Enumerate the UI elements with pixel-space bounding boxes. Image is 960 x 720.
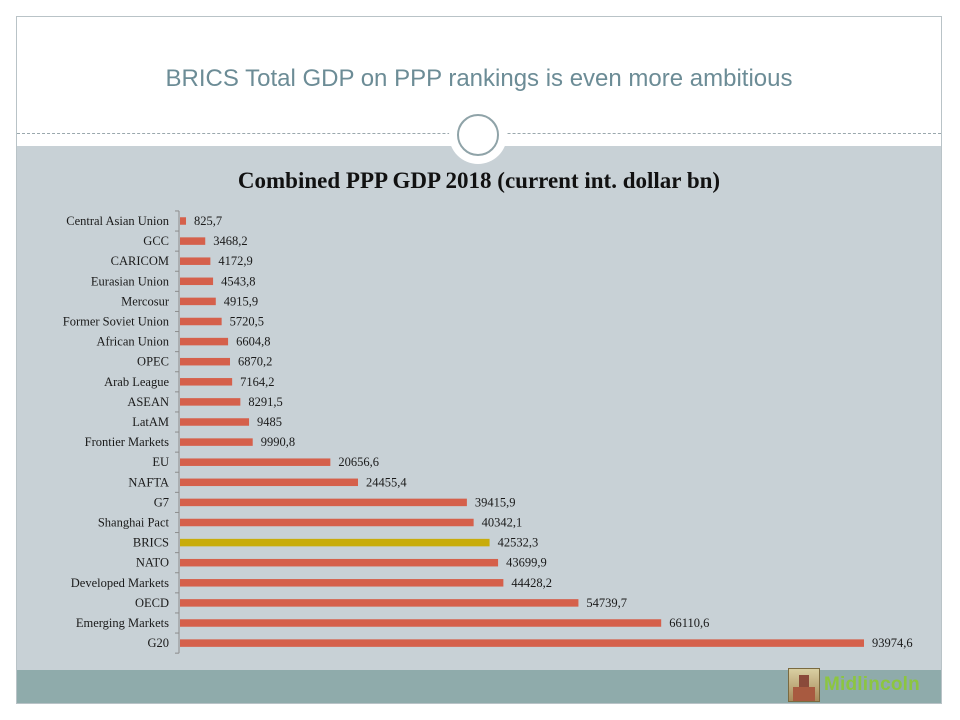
data-label: 8291,5 — [248, 395, 282, 409]
category-label: OECD — [135, 596, 169, 610]
bar — [180, 418, 250, 426]
category-label: Former Soviet Union — [63, 315, 170, 329]
category-label: Shanghai Pact — [98, 516, 170, 530]
bar — [180, 357, 231, 366]
data-label: 54739,7 — [586, 596, 627, 610]
midlincoln-logo: Midlincoln — [788, 668, 938, 704]
data-label: 7164,2 — [240, 375, 274, 389]
category-label: Mercosur — [121, 294, 170, 308]
logo-text: Midlincoln — [824, 674, 920, 695]
bar — [180, 518, 474, 527]
bar — [180, 579, 504, 587]
slide-title: BRICS Total GDP on PPP rankings is even … — [165, 65, 793, 92]
bar — [180, 599, 579, 607]
category-label: GCC — [143, 234, 169, 248]
bar — [180, 498, 467, 507]
data-label: 20656,6 — [338, 455, 379, 469]
bar — [180, 558, 499, 567]
data-label: 93974,6 — [872, 636, 913, 650]
data-label: 24455,4 — [366, 475, 407, 489]
category-label: BRICS — [133, 536, 169, 550]
data-label: 39415,9 — [475, 495, 516, 509]
bar — [180, 237, 206, 245]
category-label: EU — [152, 455, 169, 469]
data-label: 66110,6 — [669, 616, 709, 630]
category-label: NAFTA — [128, 475, 169, 489]
bar — [180, 639, 864, 647]
data-label: 4172,9 — [218, 254, 252, 268]
bar — [180, 398, 241, 406]
category-label: OPEC — [137, 355, 169, 369]
bar — [180, 438, 253, 446]
slide-frame — [16, 16, 942, 704]
data-label: 9485 — [257, 415, 282, 429]
category-label: ASEAN — [127, 395, 169, 409]
bar — [180, 458, 331, 466]
category-label: Arab League — [104, 375, 169, 389]
data-label: 4543,8 — [221, 274, 255, 288]
category-label: Eurasian Union — [91, 274, 170, 288]
chart-title: Combined PPP GDP 2018 (current int. doll… — [237, 168, 721, 193]
bar — [180, 277, 214, 286]
data-label: 43699,9 — [506, 556, 547, 570]
data-label: 44428,2 — [511, 576, 552, 590]
category-label: LatAM — [132, 415, 169, 429]
category-label: G20 — [147, 636, 169, 650]
category-label: Developed Markets — [71, 576, 169, 590]
data-label: 9990,8 — [261, 435, 295, 449]
data-label: 5720,5 — [230, 315, 264, 329]
category-label: NATO — [136, 556, 169, 570]
bar — [180, 317, 222, 326]
data-label: 42532,3 — [498, 536, 539, 550]
circle-ornament — [449, 106, 507, 164]
building-logo-icon — [788, 668, 820, 702]
data-label: 4915,9 — [224, 294, 258, 308]
bar — [180, 378, 233, 386]
data-label: 3468,2 — [213, 234, 247, 248]
bar — [180, 478, 359, 487]
data-label: 6604,8 — [236, 335, 270, 349]
data-label: 6870,2 — [238, 355, 272, 369]
data-label: 40342,1 — [482, 516, 523, 530]
data-label: 825,7 — [194, 214, 222, 228]
circle-ornament-ring — [457, 114, 499, 156]
category-label: Frontier Markets — [85, 435, 169, 449]
category-label: CARICOM — [111, 254, 169, 268]
category-label: Central Asian Union — [66, 214, 170, 228]
bar — [180, 538, 490, 547]
bar — [180, 619, 662, 627]
bar — [180, 257, 211, 265]
bar — [180, 337, 229, 346]
category-label: G7 — [154, 495, 169, 509]
category-label: African Union — [96, 335, 169, 349]
bar — [180, 297, 216, 306]
footer-band — [17, 670, 941, 703]
bar — [180, 217, 187, 225]
category-label: Emerging Markets — [76, 616, 169, 630]
